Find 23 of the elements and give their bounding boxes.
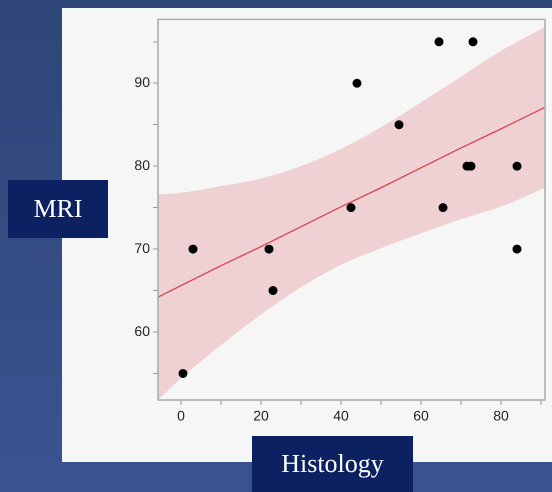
point xyxy=(468,37,478,46)
y-tick-label: 60 xyxy=(134,322,150,339)
x-tick-label: 60 xyxy=(413,407,429,424)
x-axis-title: Histology xyxy=(252,436,413,492)
x-tick-label: 80 xyxy=(493,407,509,424)
y-tick-label: 90 xyxy=(134,74,150,90)
y-tick-label: 80 xyxy=(134,157,150,174)
point xyxy=(512,162,522,171)
point xyxy=(512,244,522,254)
y-tick-label: 70 xyxy=(134,240,150,256)
point xyxy=(352,78,362,88)
y-axis-title: MRI xyxy=(8,180,108,238)
point xyxy=(264,244,274,254)
x-tick-label: 0 xyxy=(177,407,186,424)
point xyxy=(438,203,448,212)
point xyxy=(394,120,404,130)
point xyxy=(346,203,356,212)
point xyxy=(178,368,188,378)
x-tick-label: 40 xyxy=(333,407,349,424)
point xyxy=(434,37,444,46)
point xyxy=(268,286,278,296)
point xyxy=(188,244,198,254)
x-tick-label: 20 xyxy=(253,407,269,424)
